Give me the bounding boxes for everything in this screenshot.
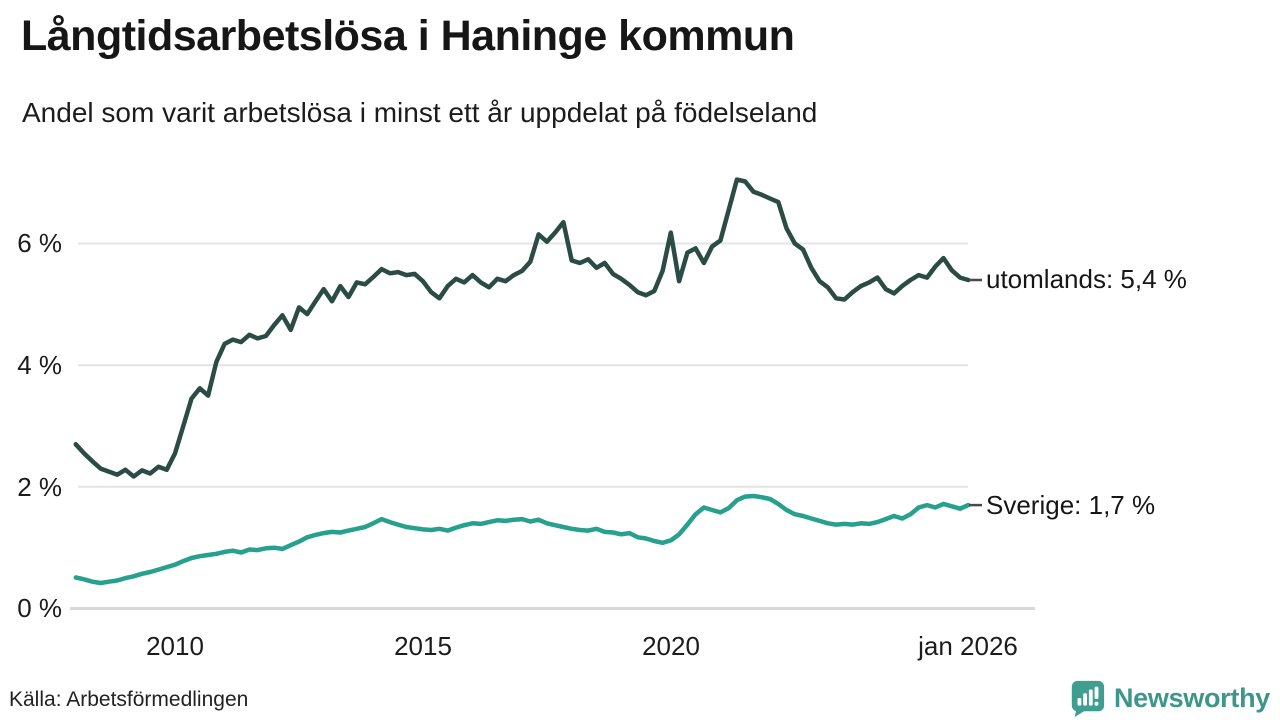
y-tick-label: 2 %	[17, 472, 62, 502]
x-tick-label: 2010	[146, 631, 204, 661]
series-label-utomlands: utomlands: 5,4 %	[986, 264, 1187, 294]
x-tick-label: 2015	[394, 631, 452, 661]
brand-name: Newsworthy	[1113, 682, 1270, 713]
y-tick-label: 6 %	[17, 228, 62, 258]
x-tick-label: jan 2026	[918, 631, 1018, 661]
y-tick-label: 4 %	[17, 350, 62, 380]
x-tick-label: 2020	[642, 631, 700, 661]
chart-subtitle: Andel som varit arbetslösa i minst ett å…	[22, 97, 818, 128]
source-note: Källa: Arbetsförmedlingen	[9, 688, 249, 711]
newsworthy-logo-icon	[1071, 680, 1105, 717]
series-label-sverige: Sverige: 1,7 %	[986, 490, 1156, 520]
series-line-utomlands	[73, 177, 971, 479]
page-title: Långtidsarbetslösa i Haninge kommun	[21, 12, 795, 60]
y-tick-label: 0 %	[17, 593, 62, 623]
series-line-sverige	[73, 493, 971, 586]
brand-logo: Newsworthy	[1068, 679, 1270, 717]
